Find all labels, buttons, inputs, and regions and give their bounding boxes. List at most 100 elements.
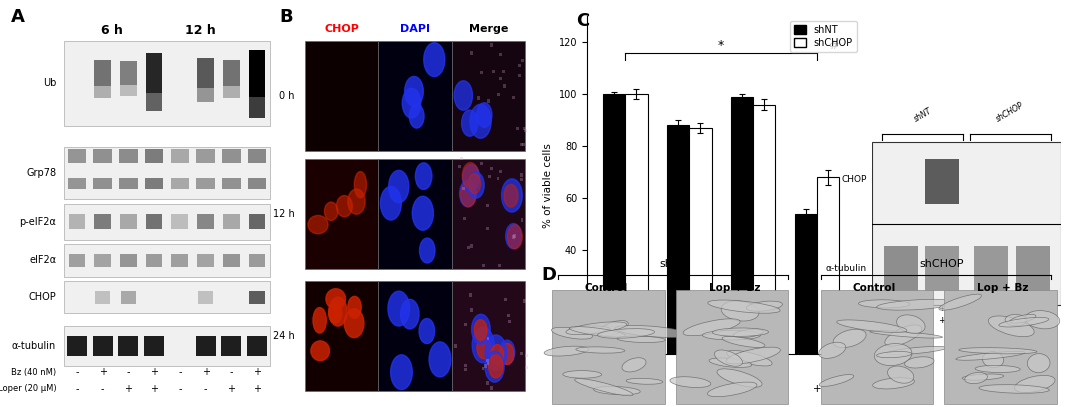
Bar: [94, 178, 112, 189]
Ellipse shape: [885, 325, 922, 346]
Circle shape: [485, 335, 506, 370]
Ellipse shape: [593, 386, 640, 395]
Bar: [95, 291, 111, 304]
Bar: [689, 128, 712, 354]
Circle shape: [477, 103, 492, 127]
Bar: [943, 290, 1057, 404]
Bar: [487, 359, 489, 362]
Bar: [144, 336, 164, 356]
Bar: [462, 187, 465, 190]
Bar: [499, 264, 501, 267]
Ellipse shape: [982, 352, 1004, 368]
Bar: [492, 70, 495, 73]
Bar: [223, 214, 239, 229]
Bar: [821, 290, 934, 404]
Bar: [249, 97, 265, 118]
Bar: [487, 381, 489, 385]
Bar: [516, 127, 519, 130]
Ellipse shape: [858, 300, 910, 308]
Bar: [518, 64, 521, 67]
Bar: [480, 71, 484, 74]
Circle shape: [461, 182, 476, 207]
Bar: [520, 352, 522, 355]
Bar: [464, 368, 467, 372]
Ellipse shape: [1010, 314, 1036, 323]
Circle shape: [500, 340, 515, 365]
Ellipse shape: [998, 317, 1049, 327]
Ellipse shape: [617, 336, 666, 343]
Text: -: -: [899, 304, 903, 313]
Ellipse shape: [563, 371, 602, 378]
Bar: [519, 173, 522, 177]
Circle shape: [389, 171, 409, 203]
Bar: [514, 234, 516, 238]
Circle shape: [380, 186, 402, 220]
Circle shape: [416, 163, 432, 190]
Bar: [482, 264, 485, 267]
Ellipse shape: [727, 350, 772, 366]
Bar: [93, 336, 113, 356]
Bar: [196, 178, 214, 189]
Bar: [471, 245, 473, 248]
Circle shape: [474, 319, 487, 340]
Bar: [145, 93, 163, 112]
Circle shape: [388, 291, 409, 326]
Bar: [496, 177, 500, 180]
Bar: [603, 94, 626, 354]
Ellipse shape: [551, 327, 592, 339]
Bar: [171, 254, 188, 267]
Bar: [69, 254, 85, 267]
Ellipse shape: [820, 374, 854, 386]
Bar: [170, 149, 190, 164]
Bar: [67, 336, 87, 356]
Ellipse shape: [872, 378, 914, 389]
Bar: [523, 127, 526, 130]
Text: -: -: [75, 368, 79, 377]
Legend: shNT, shCHOP: shNT, shCHOP: [791, 21, 856, 52]
Text: Grp78: Grp78: [26, 168, 56, 178]
Bar: [524, 129, 527, 132]
Text: Lop + Bz: Lop + Bz: [709, 283, 760, 293]
Bar: [170, 178, 190, 189]
Ellipse shape: [626, 379, 662, 384]
Bar: [69, 214, 85, 229]
Bar: [487, 204, 489, 208]
Circle shape: [409, 104, 424, 128]
Bar: [496, 93, 500, 96]
Text: CHOP: CHOP: [28, 292, 56, 302]
Bar: [305, 281, 378, 391]
Bar: [222, 178, 240, 189]
Bar: [795, 214, 816, 354]
Text: +: +: [938, 316, 946, 325]
Ellipse shape: [348, 189, 365, 214]
Ellipse shape: [328, 297, 347, 326]
Ellipse shape: [897, 315, 925, 333]
Bar: [197, 254, 214, 267]
Bar: [486, 227, 489, 230]
Bar: [470, 51, 473, 55]
Text: +: +: [938, 304, 946, 313]
Ellipse shape: [565, 322, 627, 335]
Circle shape: [403, 88, 421, 118]
Ellipse shape: [870, 331, 942, 338]
Bar: [490, 44, 493, 47]
Text: shNT: shNT: [659, 259, 687, 269]
Text: D: D: [542, 266, 557, 284]
Ellipse shape: [837, 320, 907, 333]
Bar: [118, 336, 139, 356]
Bar: [247, 336, 267, 356]
Bar: [925, 246, 960, 291]
Ellipse shape: [962, 374, 1004, 380]
Ellipse shape: [354, 172, 366, 198]
Bar: [463, 363, 466, 367]
Text: Lop: Lop: [588, 385, 610, 394]
Text: -: -: [204, 384, 207, 394]
Bar: [500, 53, 502, 56]
Text: -: -: [229, 368, 233, 377]
Text: Control: Control: [853, 283, 896, 293]
Bar: [489, 175, 491, 178]
Bar: [145, 178, 164, 189]
Ellipse shape: [345, 309, 364, 338]
Text: +: +: [150, 368, 158, 377]
Bar: [196, 149, 214, 164]
